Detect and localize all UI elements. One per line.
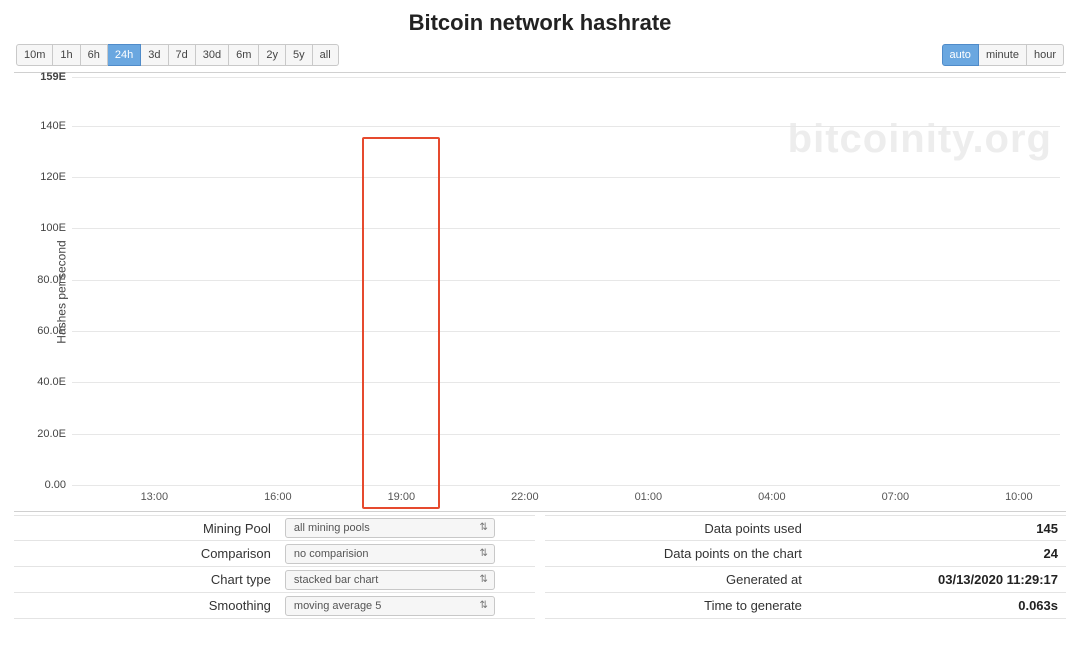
timeframe-button-30d[interactable]: 30d: [196, 44, 229, 66]
stat-row: Time to generate0.063s: [545, 593, 1066, 619]
control-label: Mining Pool: [14, 521, 285, 536]
gridline: [72, 280, 1060, 281]
y-tick-label: 140E: [40, 120, 66, 132]
footer-stats: Data points used145Data points on the ch…: [545, 515, 1066, 619]
stat-value: 145: [816, 521, 1066, 536]
timeframe-button-24h[interactable]: 24h: [108, 44, 141, 66]
control-row: Smoothing moving average 5 ⇅: [14, 593, 535, 619]
timeframe-button-5y[interactable]: 5y: [286, 44, 313, 66]
control-field: no comparision ⇅: [285, 544, 535, 564]
stat-row: Data points used145: [545, 515, 1066, 541]
stat-row: Data points on the chart24: [545, 541, 1066, 567]
timeframe-button-1h[interactable]: 1h: [53, 44, 80, 66]
x-tick-label: 16:00: [264, 491, 292, 503]
gridline: [72, 228, 1060, 229]
gridline: [72, 382, 1060, 383]
select-value: all mining pools: [294, 522, 370, 534]
stat-value: 03/13/2020 11:29:17: [816, 572, 1066, 587]
control-row: Chart type stacked bar chart ⇅: [14, 567, 535, 593]
select-value: no comparision: [294, 548, 369, 560]
select-chart type[interactable]: stacked bar chart ⇅: [285, 570, 495, 590]
y-tick-label: 159E: [40, 71, 66, 83]
stat-label: Data points used: [545, 521, 816, 536]
toolbar: 10m1h6h24h3d7d30d6m2y5yall autominutehou…: [14, 44, 1066, 66]
granularity-button-minute[interactable]: minute: [979, 44, 1027, 66]
x-tick-label: 01:00: [635, 491, 663, 503]
gridline: [72, 331, 1060, 332]
control-label: Comparison: [14, 546, 285, 561]
footer: Mining Poolall mining pools⇅Comparisonno…: [14, 515, 1066, 619]
select-value: stacked bar chart: [294, 574, 378, 586]
gridline: [72, 77, 1060, 78]
timeframe-button-6m[interactable]: 6m: [229, 44, 259, 66]
footer-controls: Mining Poolall mining pools⇅Comparisonno…: [14, 515, 535, 619]
granularity-buttons: autominutehour: [942, 44, 1064, 66]
control-label: Smoothing: [14, 598, 285, 613]
stat-value: 24: [816, 546, 1066, 561]
y-tick-label: 60.0E: [37, 325, 66, 337]
y-tick-label: 20.0E: [37, 428, 66, 440]
timeframe-button-7d[interactable]: 7d: [169, 44, 196, 66]
chart-bars: [72, 77, 1060, 485]
gridline: [72, 126, 1060, 127]
page: Bitcoin network hashrate 10m1h6h24h3d7d3…: [0, 0, 1080, 658]
stat-value: 0.063s: [816, 598, 1066, 613]
y-tick-label: 40.0E: [37, 376, 66, 388]
granularity-button-auto[interactable]: auto: [942, 44, 979, 66]
stat-label: Data points on the chart: [545, 546, 816, 561]
timeframe-button-2y[interactable]: 2y: [259, 44, 286, 66]
chevron-updown-icon: ⇅: [480, 549, 488, 559]
y-tick-label: 120E: [40, 171, 66, 183]
control-label: Chart type: [14, 572, 285, 587]
select-smoothing[interactable]: moving average 5 ⇅: [285, 596, 495, 616]
page-title: Bitcoin network hashrate: [14, 10, 1066, 36]
select-value: moving average 5: [294, 600, 381, 612]
control-row: Mining Pool all mining pools ⇅: [14, 515, 535, 541]
stat-row: Generated at03/13/2020 11:29:17: [545, 567, 1066, 593]
x-tick-label: 13:00: [141, 491, 169, 503]
stat-label: Generated at: [545, 572, 816, 587]
granularity-button-hour[interactable]: hour: [1027, 44, 1064, 66]
chart-plot[interactable]: bitcoinity.org 159E140E120E100E80.0E60.0…: [72, 77, 1060, 485]
y-tick-label: 80.0E: [37, 274, 66, 286]
select-comparison[interactable]: no comparision ⇅: [285, 544, 495, 564]
x-tick-label: 07:00: [882, 491, 910, 503]
chevron-updown-icon: ⇅: [480, 575, 488, 585]
y-tick-label: 0.00: [45, 479, 66, 491]
gridline: [72, 177, 1060, 178]
stat-label: Time to generate: [545, 598, 816, 613]
timeframe-button-10m[interactable]: 10m: [16, 44, 53, 66]
chevron-updown-icon: ⇅: [480, 523, 488, 533]
control-row: Comparison no comparision ⇅: [14, 541, 535, 567]
x-tick-label: 04:00: [758, 491, 786, 503]
timeframe-button-3d[interactable]: 3d: [141, 44, 168, 66]
timeframe-button-all[interactable]: all: [313, 44, 339, 66]
select-mining pool[interactable]: all mining pools ⇅: [285, 518, 495, 538]
control-field: all mining pools ⇅: [285, 518, 535, 538]
gridline: [72, 485, 1060, 486]
x-tick-label: 22:00: [511, 491, 539, 503]
gridline: [72, 434, 1060, 435]
timeframe-button-6h[interactable]: 6h: [81, 44, 108, 66]
control-field: stacked bar chart ⇅: [285, 570, 535, 590]
timeframe-buttons: 10m1h6h24h3d7d30d6m2y5yall: [16, 44, 339, 66]
control-field: moving average 5 ⇅: [285, 596, 535, 616]
chevron-updown-icon: ⇅: [480, 601, 488, 611]
hashrate-chart: Hashes per second bitcoinity.org 159E140…: [14, 72, 1066, 512]
x-tick-label: 10:00: [1005, 491, 1033, 503]
y-tick-label: 100E: [40, 222, 66, 234]
x-tick-label: 19:00: [388, 491, 416, 503]
